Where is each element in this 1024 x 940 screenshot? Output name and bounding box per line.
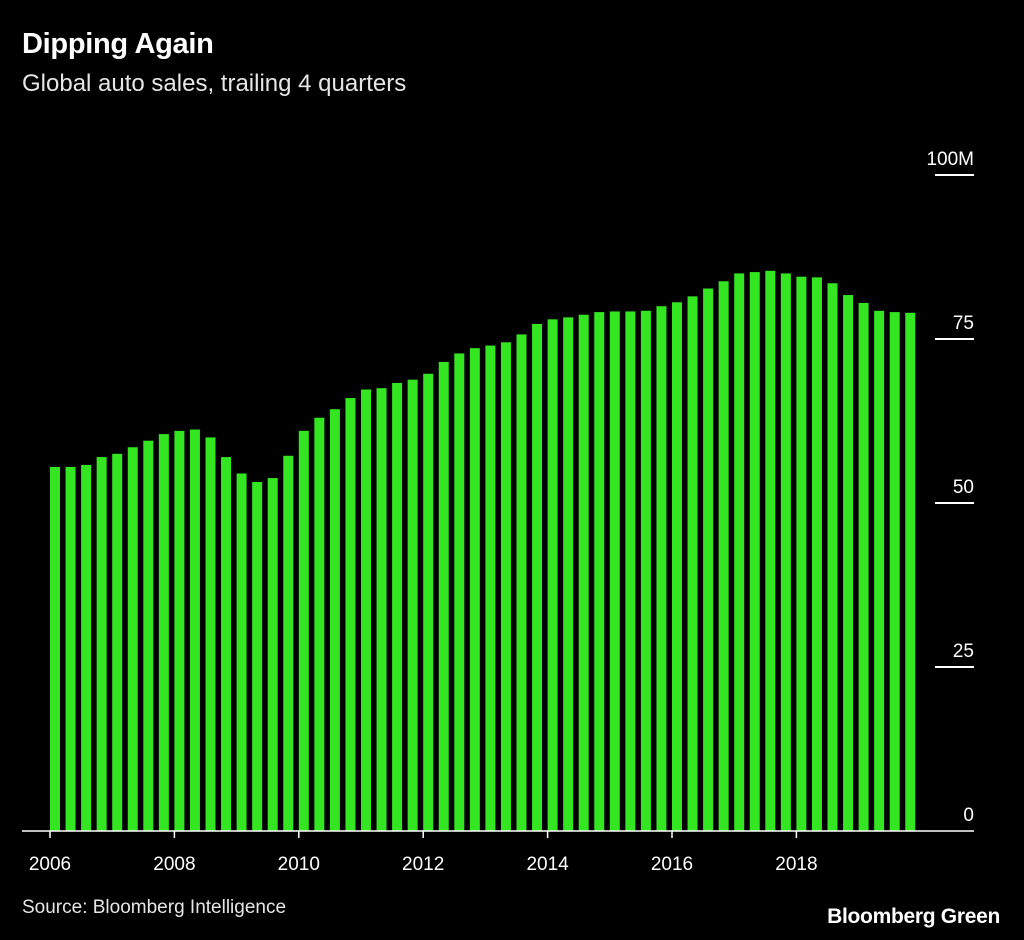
x-tick-label: 2018 bbox=[775, 854, 817, 875]
bar bbox=[858, 302, 869, 831]
bar bbox=[407, 379, 418, 831]
bar bbox=[345, 398, 356, 831]
bar bbox=[874, 310, 885, 831]
bar bbox=[65, 466, 76, 831]
bar bbox=[485, 345, 496, 831]
bar bbox=[50, 466, 60, 831]
x-tick-label: 2010 bbox=[278, 854, 320, 875]
y-tick-label: 50 bbox=[953, 477, 974, 498]
bar bbox=[221, 457, 232, 831]
bar bbox=[656, 306, 667, 831]
bar bbox=[329, 409, 340, 831]
bar bbox=[205, 437, 216, 831]
bar bbox=[283, 455, 294, 831]
bar bbox=[532, 323, 543, 831]
bar bbox=[718, 281, 729, 831]
bar bbox=[625, 311, 636, 831]
bar bbox=[687, 296, 698, 831]
bar bbox=[469, 348, 480, 831]
bar-chart: 0 25 50 75 100M 2006 2008 2010 2012 2014 2016 2018 bbox=[22, 149, 974, 875]
bar bbox=[96, 457, 107, 831]
bar bbox=[500, 342, 511, 831]
bar bbox=[298, 430, 309, 831]
bar bbox=[361, 389, 371, 831]
bar bbox=[889, 312, 900, 832]
bar bbox=[189, 429, 200, 831]
bar bbox=[811, 277, 822, 832]
bar bbox=[749, 272, 760, 832]
bar bbox=[174, 430, 185, 831]
bar bbox=[905, 312, 916, 831]
bar bbox=[796, 276, 807, 831]
chart-title: Dipping Again bbox=[22, 28, 214, 60]
y-tick-label: 100M bbox=[926, 149, 974, 170]
chart-subtitle: Global auto sales, trailing 4 quarters bbox=[22, 70, 407, 97]
bar bbox=[734, 273, 745, 831]
bar bbox=[765, 270, 776, 831]
bar bbox=[516, 334, 527, 831]
bar bbox=[454, 353, 465, 831]
y-tick-label: 75 bbox=[953, 313, 974, 334]
bar bbox=[143, 440, 154, 831]
bar bbox=[609, 311, 620, 831]
bar bbox=[236, 473, 247, 831]
bar bbox=[563, 317, 574, 832]
y-tick-label: 0 bbox=[963, 805, 974, 826]
bar bbox=[578, 314, 589, 832]
x-tick-label: 2014 bbox=[526, 854, 569, 875]
bar bbox=[112, 453, 123, 831]
bar bbox=[392, 382, 403, 831]
bar bbox=[594, 312, 605, 832]
bar bbox=[827, 283, 838, 831]
bar bbox=[423, 373, 434, 831]
bar bbox=[780, 273, 791, 831]
bar bbox=[843, 295, 854, 831]
bar bbox=[438, 361, 449, 831]
bar bbox=[267, 478, 278, 831]
bar bbox=[81, 464, 92, 831]
bar bbox=[314, 417, 325, 831]
bar bbox=[703, 288, 714, 831]
bar bbox=[640, 310, 651, 831]
bar bbox=[127, 447, 138, 831]
bar bbox=[158, 434, 169, 831]
bar bbox=[547, 319, 558, 831]
source-note: Source: Bloomberg Intelligence bbox=[22, 897, 287, 918]
bar bbox=[376, 388, 387, 831]
x-tick-label: 2016 bbox=[651, 854, 693, 875]
bar bbox=[252, 482, 263, 831]
bar bbox=[672, 302, 682, 831]
x-tick-label: 2008 bbox=[153, 854, 195, 875]
y-tick-label: 25 bbox=[953, 641, 974, 662]
brand-logo: Bloomberg Green bbox=[827, 905, 1000, 928]
x-tick-label: 2006 bbox=[29, 854, 71, 875]
x-tick-label: 2012 bbox=[402, 854, 444, 875]
